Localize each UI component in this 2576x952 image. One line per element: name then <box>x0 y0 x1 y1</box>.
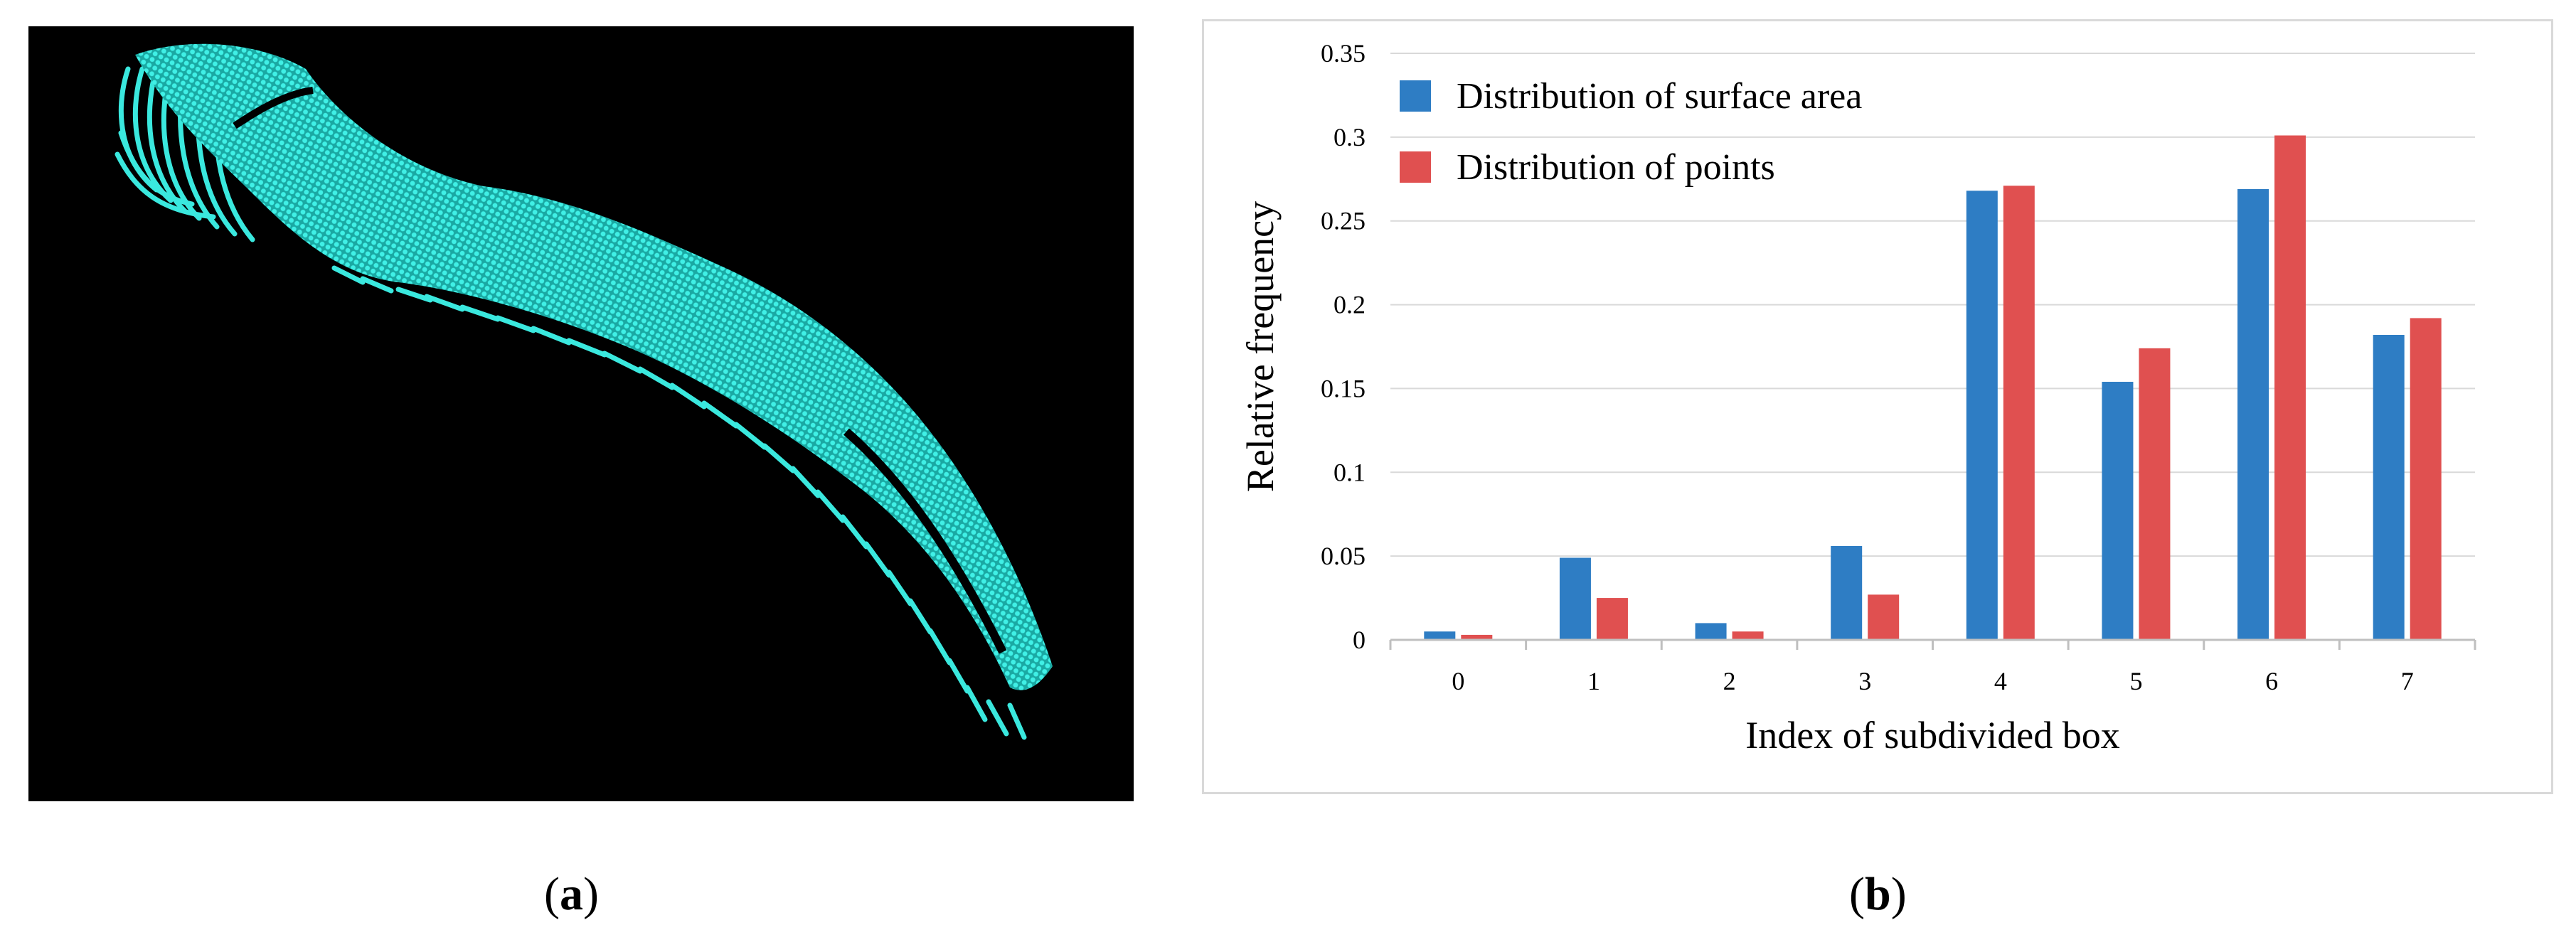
x-tick-label: 6 <box>2265 667 2278 695</box>
y-axis-title: Relative frequency <box>1239 201 1282 492</box>
x-tick-label: 7 <box>2401 667 2414 695</box>
bars <box>1424 135 2442 640</box>
bar-surface-area-3 <box>1831 546 1863 640</box>
legend-label: Distribution of points <box>1457 147 1775 188</box>
bar-points-4 <box>2003 186 2035 640</box>
chart-frame <box>1202 19 2553 794</box>
bar-points-0 <box>1461 634 1493 640</box>
y-tick-label: 0.05 <box>1321 542 1366 570</box>
y-tick-label: 0.3 <box>1334 123 1366 151</box>
legend-label: Distribution of surface area <box>1457 76 1862 117</box>
x-tick-label: 4 <box>1994 667 2007 695</box>
bar-surface-area-4 <box>1966 191 1998 640</box>
x-tick-label: 2 <box>1723 667 1736 695</box>
point-cloud-panel <box>28 26 1134 801</box>
axis-labels: 0 0.05 0.1 0.15 0.2 0.25 0.3 0.35 0 1 2 3 4 5 6 7 Index … <box>1239 39 2414 756</box>
bar-surface-area-7 <box>2373 335 2405 640</box>
x-tick-label: 5 <box>2129 667 2142 695</box>
x-tick-label: 3 <box>1858 667 1871 695</box>
y-tick-label: 0 <box>1353 626 1366 654</box>
bar-surface-area-5 <box>2102 382 2134 640</box>
y-tick-label: 0.25 <box>1321 207 1366 235</box>
caption-b: (b) <box>1849 868 1907 920</box>
caption-a-letter: a <box>559 868 583 920</box>
grid-lines <box>1390 53 2475 557</box>
bar-surface-area-2 <box>1695 623 1727 640</box>
y-tick-label: 0.35 <box>1321 39 1366 68</box>
cloud-gap-lower <box>843 428 1007 654</box>
bar-points-5 <box>2139 348 2171 640</box>
y-tick-label: 0.1 <box>1334 458 1366 486</box>
legend-swatch <box>1400 151 1431 183</box>
legend-swatch <box>1400 80 1431 112</box>
bar-points-7 <box>2410 318 2442 640</box>
bar-points-2 <box>1732 631 1764 640</box>
bar-points-6 <box>2274 135 2306 640</box>
y-tick-label: 0.2 <box>1334 291 1366 319</box>
bar-points-3 <box>1868 594 1900 640</box>
bar-surface-area-1 <box>1559 557 1591 640</box>
caption-b-letter: b <box>1864 868 1891 920</box>
bar-surface-area-6 <box>2237 188 2269 640</box>
x-tick-label: 1 <box>1587 667 1600 695</box>
x-tick-label: 0 <box>1452 667 1464 695</box>
cloud-fringe-bottom <box>331 265 1027 740</box>
axes <box>1389 638 2476 650</box>
bar-points-1 <box>1596 598 1628 640</box>
point-cloud-image <box>115 43 1053 740</box>
x-axis-title: Index of subdivided box <box>1745 714 2119 756</box>
caption-a: (a) <box>544 868 599 920</box>
cloud-body <box>135 43 1053 690</box>
y-tick-label: 0.15 <box>1321 374 1366 402</box>
bar-surface-area-0 <box>1424 631 1456 640</box>
legend: Distribution of surface area Distribution… <box>1400 76 1862 188</box>
cloud-gap-top <box>233 87 314 129</box>
